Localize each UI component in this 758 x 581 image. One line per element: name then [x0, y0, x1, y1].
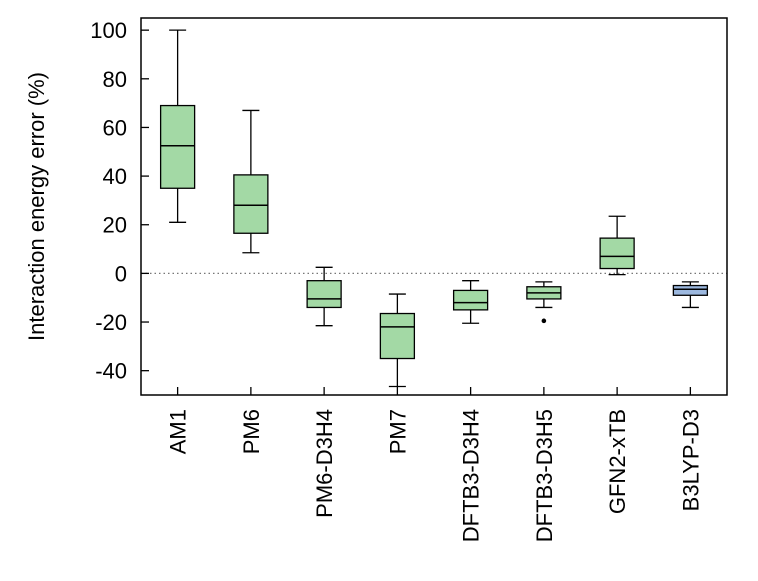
iqr-box: [672, 284, 709, 296]
x-tick-label: PM7: [385, 409, 410, 454]
iqr-box: [306, 280, 342, 309]
box-pm7: [379, 293, 416, 388]
box-gfn2-xtb: [599, 215, 635, 276]
plot-frame: [140, 17, 728, 396]
iqr-box: [233, 174, 269, 234]
box-b3lyp-d3: [672, 281, 709, 309]
x-ticks-layer: AM1 PM6 PM6-D3H4 PM7 DFTB3-D3H4 DFTB3-D3H5 GFN…: [166, 387, 703, 542]
box-pm6: [233, 109, 269, 254]
iqr-box: [599, 237, 635, 270]
boxes-layer: [159, 29, 709, 388]
y-tick-label: 100: [90, 18, 127, 43]
iqr-box: [159, 104, 196, 189]
x-tick-label: DFTB3-D3H5: [532, 409, 557, 542]
x-tick-label: PM6-D3H4: [312, 409, 337, 518]
outlier-point: [541, 318, 547, 324]
y-tick-label: -20: [95, 310, 127, 335]
y-axis-title: Interaction energy error (%): [24, 72, 49, 341]
iqr-box: [379, 312, 416, 360]
x-tick-label: B3LYP-D3: [678, 409, 703, 511]
iqr-box: [452, 289, 489, 311]
y-tick-label: 40: [103, 164, 127, 189]
y-ticks-layer: -40 -20 0 20 40 60 80 100: [90, 18, 149, 384]
x-tick-label: GFN2-xTB: [605, 409, 630, 514]
y-tick-label: 20: [103, 213, 127, 238]
x-tick-label: AM1: [166, 409, 191, 454]
x-tick-label: DFTB3-D3H4: [459, 409, 484, 542]
box-am1: [159, 29, 196, 223]
y-tick-label: 80: [103, 67, 127, 92]
box-pm6-d3h4: [306, 266, 342, 327]
y-tick-label: 60: [103, 115, 127, 140]
y-tick-label: -40: [95, 359, 127, 384]
x-tick-label: PM6: [239, 409, 264, 454]
box-dftb3-d3h5: [526, 281, 562, 324]
y-tick-label: 0: [115, 261, 127, 286]
box-dftb3-d3h4: [452, 280, 489, 324]
